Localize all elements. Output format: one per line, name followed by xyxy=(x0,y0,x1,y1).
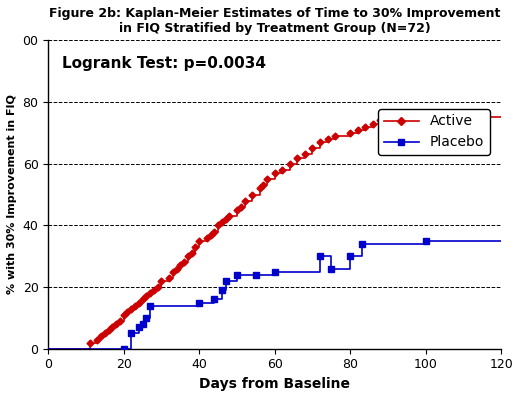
Title: Figure 2b: Kaplan-Meier Estimates of Time to 30% Improvement
in FIQ Stratified b: Figure 2b: Kaplan-Meier Estimates of Tim… xyxy=(49,7,500,35)
X-axis label: Days from Baseline: Days from Baseline xyxy=(199,377,350,391)
Legend: Active, Placebo: Active, Placebo xyxy=(379,109,490,155)
Text: Logrank Test: p=0.0034: Logrank Test: p=0.0034 xyxy=(62,56,266,71)
Y-axis label: % with 30% Improvement in FIQ: % with 30% Improvement in FIQ xyxy=(7,95,17,295)
